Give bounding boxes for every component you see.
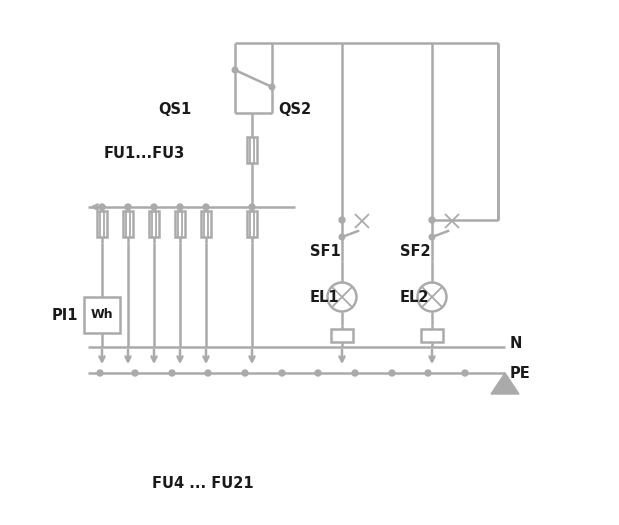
Circle shape [97,370,103,376]
Circle shape [462,370,468,376]
Circle shape [279,370,285,376]
Bar [97,211,107,237]
Circle shape [339,217,345,223]
Bar [421,329,443,341]
Circle shape [315,370,321,376]
Text: SF1: SF1 [310,245,340,259]
Bar [331,329,353,341]
Circle shape [269,84,275,90]
Circle shape [205,370,211,376]
Circle shape [352,370,358,376]
Text: N: N [510,335,522,351]
Bar [123,211,133,237]
Bar [84,297,120,333]
Circle shape [389,370,395,376]
Circle shape [339,234,345,240]
Polygon shape [491,373,519,394]
Text: SF2: SF2 [400,245,431,259]
Bar [247,211,257,237]
Circle shape [425,370,431,376]
Circle shape [429,234,435,240]
Circle shape [242,370,248,376]
Text: EL2: EL2 [400,289,430,304]
Text: PI1: PI1 [52,308,79,322]
Text: QS2: QS2 [278,102,311,118]
Text: FU4 ... FU21: FU4 ... FU21 [152,476,254,490]
Circle shape [249,204,255,210]
Circle shape [169,370,175,376]
Circle shape [132,370,138,376]
Circle shape [232,67,238,73]
Bar [247,137,257,163]
Bar [149,211,159,237]
Text: PE: PE [510,365,530,381]
Circle shape [99,204,105,210]
Text: QS1: QS1 [158,102,191,118]
Circle shape [429,217,435,223]
Bar [175,211,185,237]
Text: Wh: Wh [91,309,113,321]
Text: FU1...FU3: FU1...FU3 [104,145,185,161]
Circle shape [125,204,131,210]
Bar [201,211,211,237]
Circle shape [151,204,157,210]
Circle shape [203,204,209,210]
Text: EL1: EL1 [310,289,340,304]
Circle shape [177,204,183,210]
